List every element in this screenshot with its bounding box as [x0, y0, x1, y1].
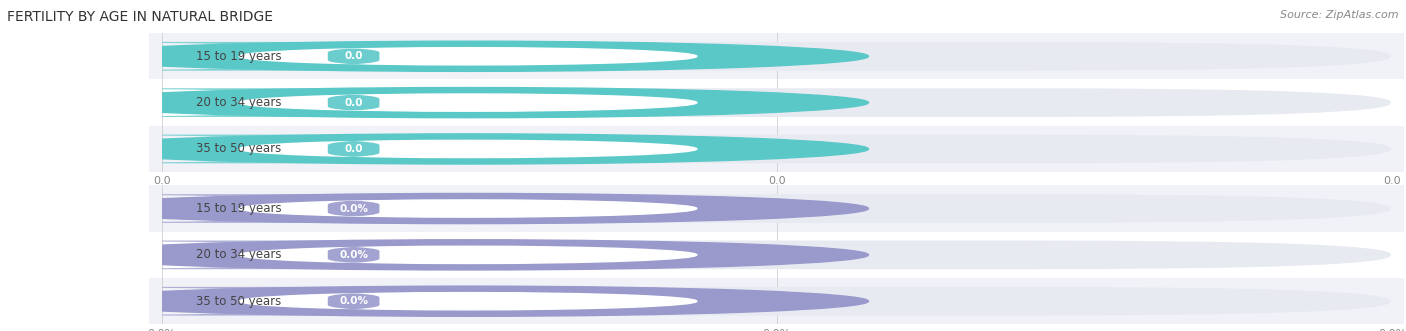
- Circle shape: [67, 286, 869, 316]
- Text: 15 to 19 years: 15 to 19 years: [197, 50, 281, 63]
- Text: 35 to 50 years: 35 to 50 years: [197, 142, 281, 156]
- FancyBboxPatch shape: [0, 88, 531, 117]
- Text: 20 to 34 years: 20 to 34 years: [197, 248, 281, 261]
- Text: FERTILITY BY AGE IN NATURAL BRIDGE: FERTILITY BY AGE IN NATURAL BRIDGE: [7, 10, 273, 24]
- Circle shape: [67, 240, 869, 270]
- Text: 0.0: 0.0: [344, 51, 363, 61]
- FancyBboxPatch shape: [195, 138, 512, 160]
- FancyBboxPatch shape: [163, 135, 1391, 163]
- FancyBboxPatch shape: [149, 185, 1405, 232]
- Text: 20 to 34 years: 20 to 34 years: [197, 96, 281, 109]
- FancyBboxPatch shape: [149, 232, 1405, 278]
- FancyBboxPatch shape: [149, 33, 1405, 79]
- FancyBboxPatch shape: [195, 45, 512, 67]
- FancyBboxPatch shape: [0, 135, 531, 163]
- Circle shape: [67, 134, 869, 164]
- Text: 15 to 19 years: 15 to 19 years: [197, 202, 281, 215]
- FancyBboxPatch shape: [149, 278, 1405, 324]
- Circle shape: [239, 200, 697, 217]
- Text: 0.0%: 0.0%: [339, 296, 368, 306]
- FancyBboxPatch shape: [195, 290, 512, 312]
- FancyBboxPatch shape: [163, 42, 1391, 71]
- FancyBboxPatch shape: [0, 42, 531, 71]
- FancyBboxPatch shape: [149, 79, 1405, 126]
- Text: 35 to 50 years: 35 to 50 years: [197, 295, 281, 308]
- Text: 0.0%: 0.0%: [339, 204, 368, 213]
- Text: 0.0%: 0.0%: [339, 250, 368, 260]
- Text: 0.0: 0.0: [344, 98, 363, 108]
- FancyBboxPatch shape: [195, 244, 512, 266]
- FancyBboxPatch shape: [163, 287, 1391, 315]
- FancyBboxPatch shape: [149, 126, 1405, 172]
- Circle shape: [67, 193, 869, 224]
- Circle shape: [239, 140, 697, 158]
- Circle shape: [67, 41, 869, 71]
- Circle shape: [239, 48, 697, 65]
- Circle shape: [239, 94, 697, 111]
- FancyBboxPatch shape: [0, 194, 531, 223]
- Circle shape: [67, 87, 869, 118]
- Text: Source: ZipAtlas.com: Source: ZipAtlas.com: [1281, 10, 1399, 20]
- FancyBboxPatch shape: [163, 88, 1391, 117]
- FancyBboxPatch shape: [195, 198, 512, 219]
- Circle shape: [239, 293, 697, 310]
- FancyBboxPatch shape: [163, 194, 1391, 223]
- Text: 0.0: 0.0: [344, 144, 363, 154]
- FancyBboxPatch shape: [163, 241, 1391, 269]
- FancyBboxPatch shape: [0, 287, 531, 315]
- FancyBboxPatch shape: [0, 241, 531, 269]
- FancyBboxPatch shape: [195, 92, 512, 114]
- Circle shape: [239, 246, 697, 263]
